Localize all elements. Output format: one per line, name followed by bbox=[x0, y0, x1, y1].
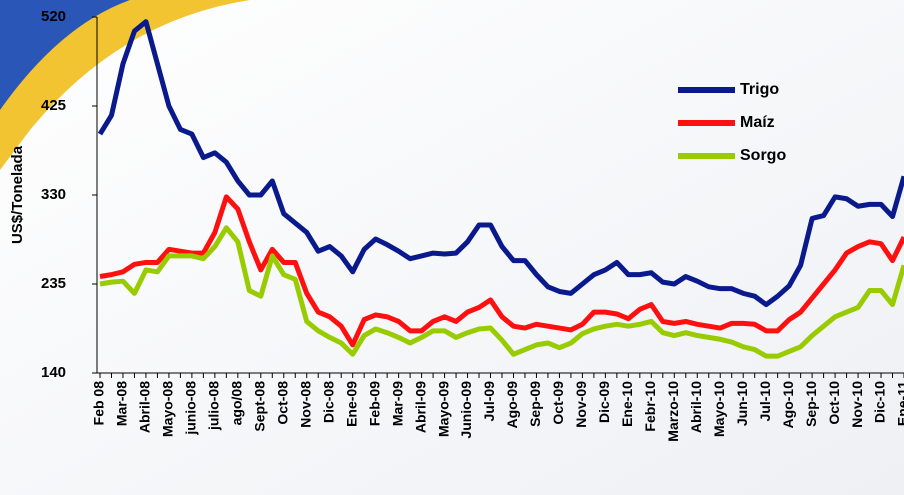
x-tick-label: Febr-10 bbox=[642, 381, 658, 432]
x-tick-label: Ene-10 bbox=[619, 381, 635, 427]
x-tick-label: Ene-11 bbox=[895, 381, 904, 426]
x-tick-label: Mayo-08 bbox=[160, 381, 176, 437]
x-tick-label: Dic-10 bbox=[872, 381, 888, 423]
x-tick-label: Abril-10 bbox=[688, 381, 704, 433]
x-tick-label: Nov-08 bbox=[297, 381, 313, 428]
y-tick-label: 520 bbox=[41, 8, 66, 25]
x-tick-label: Feb 08 bbox=[91, 381, 107, 426]
x-tick-label: ago/08 bbox=[229, 381, 245, 426]
series-line bbox=[99, 225, 904, 359]
legend-label: Maíz bbox=[740, 114, 775, 131]
y-tick-label: 425 bbox=[41, 97, 66, 114]
decor-yellow bbox=[0, 0, 250, 170]
x-tick-label: Dic-08 bbox=[320, 381, 336, 423]
x-tick-label: Abril-09 bbox=[412, 381, 428, 433]
x-tick-label: Jul-09 bbox=[481, 381, 497, 422]
legend-label: Sorgo bbox=[740, 147, 786, 164]
x-tick-label: Oct-08 bbox=[274, 381, 290, 425]
x-tick-label: Ene-09 bbox=[343, 381, 359, 427]
x-tick-label: Nov-09 bbox=[573, 381, 589, 428]
x-tick-label: junio-08 bbox=[183, 381, 199, 436]
legend-label: Trigo bbox=[740, 81, 779, 98]
x-tick-label: Sep-10 bbox=[803, 381, 819, 427]
x-tick-label: Jul-10 bbox=[757, 381, 773, 422]
x-tick-label: Mar-08 bbox=[114, 381, 130, 426]
y-tick-label: 235 bbox=[41, 275, 66, 292]
x-tick-label: Jun-10 bbox=[734, 381, 750, 426]
x-tick-label: julio-08 bbox=[206, 381, 222, 431]
x-tick-label: Dic-09 bbox=[596, 381, 612, 423]
x-tick-label: Oct-10 bbox=[826, 381, 842, 425]
decor-blue bbox=[0, 0, 130, 110]
x-tick-label: Mayo-10 bbox=[711, 381, 727, 437]
x-tick-label: Abril-08 bbox=[137, 381, 153, 433]
x-tick-label: Nov-10 bbox=[849, 381, 865, 428]
x-tick-label: Mayo-09 bbox=[435, 381, 451, 437]
x-tick-label: Mar-09 bbox=[389, 381, 405, 426]
x-tick-label: Ago-10 bbox=[780, 381, 796, 429]
x-tick-label: Feb-09 bbox=[366, 381, 382, 426]
series-line bbox=[97, 19, 904, 308]
x-tick-label: Oct-09 bbox=[550, 381, 566, 425]
y-tick-label: 140 bbox=[41, 364, 66, 381]
x-tick-label: Junio-09 bbox=[458, 381, 474, 439]
x-tick-label: Marzo-10 bbox=[665, 381, 681, 442]
series-line bbox=[99, 194, 904, 348]
x-tick-label: Sept-08 bbox=[252, 381, 268, 432]
y-axis-label: US$/Tonelada bbox=[9, 145, 26, 244]
y-tick-label: 330 bbox=[41, 186, 66, 203]
x-tick-label: Sep-09 bbox=[527, 381, 543, 427]
x-tick-label: Ago-09 bbox=[504, 381, 520, 429]
